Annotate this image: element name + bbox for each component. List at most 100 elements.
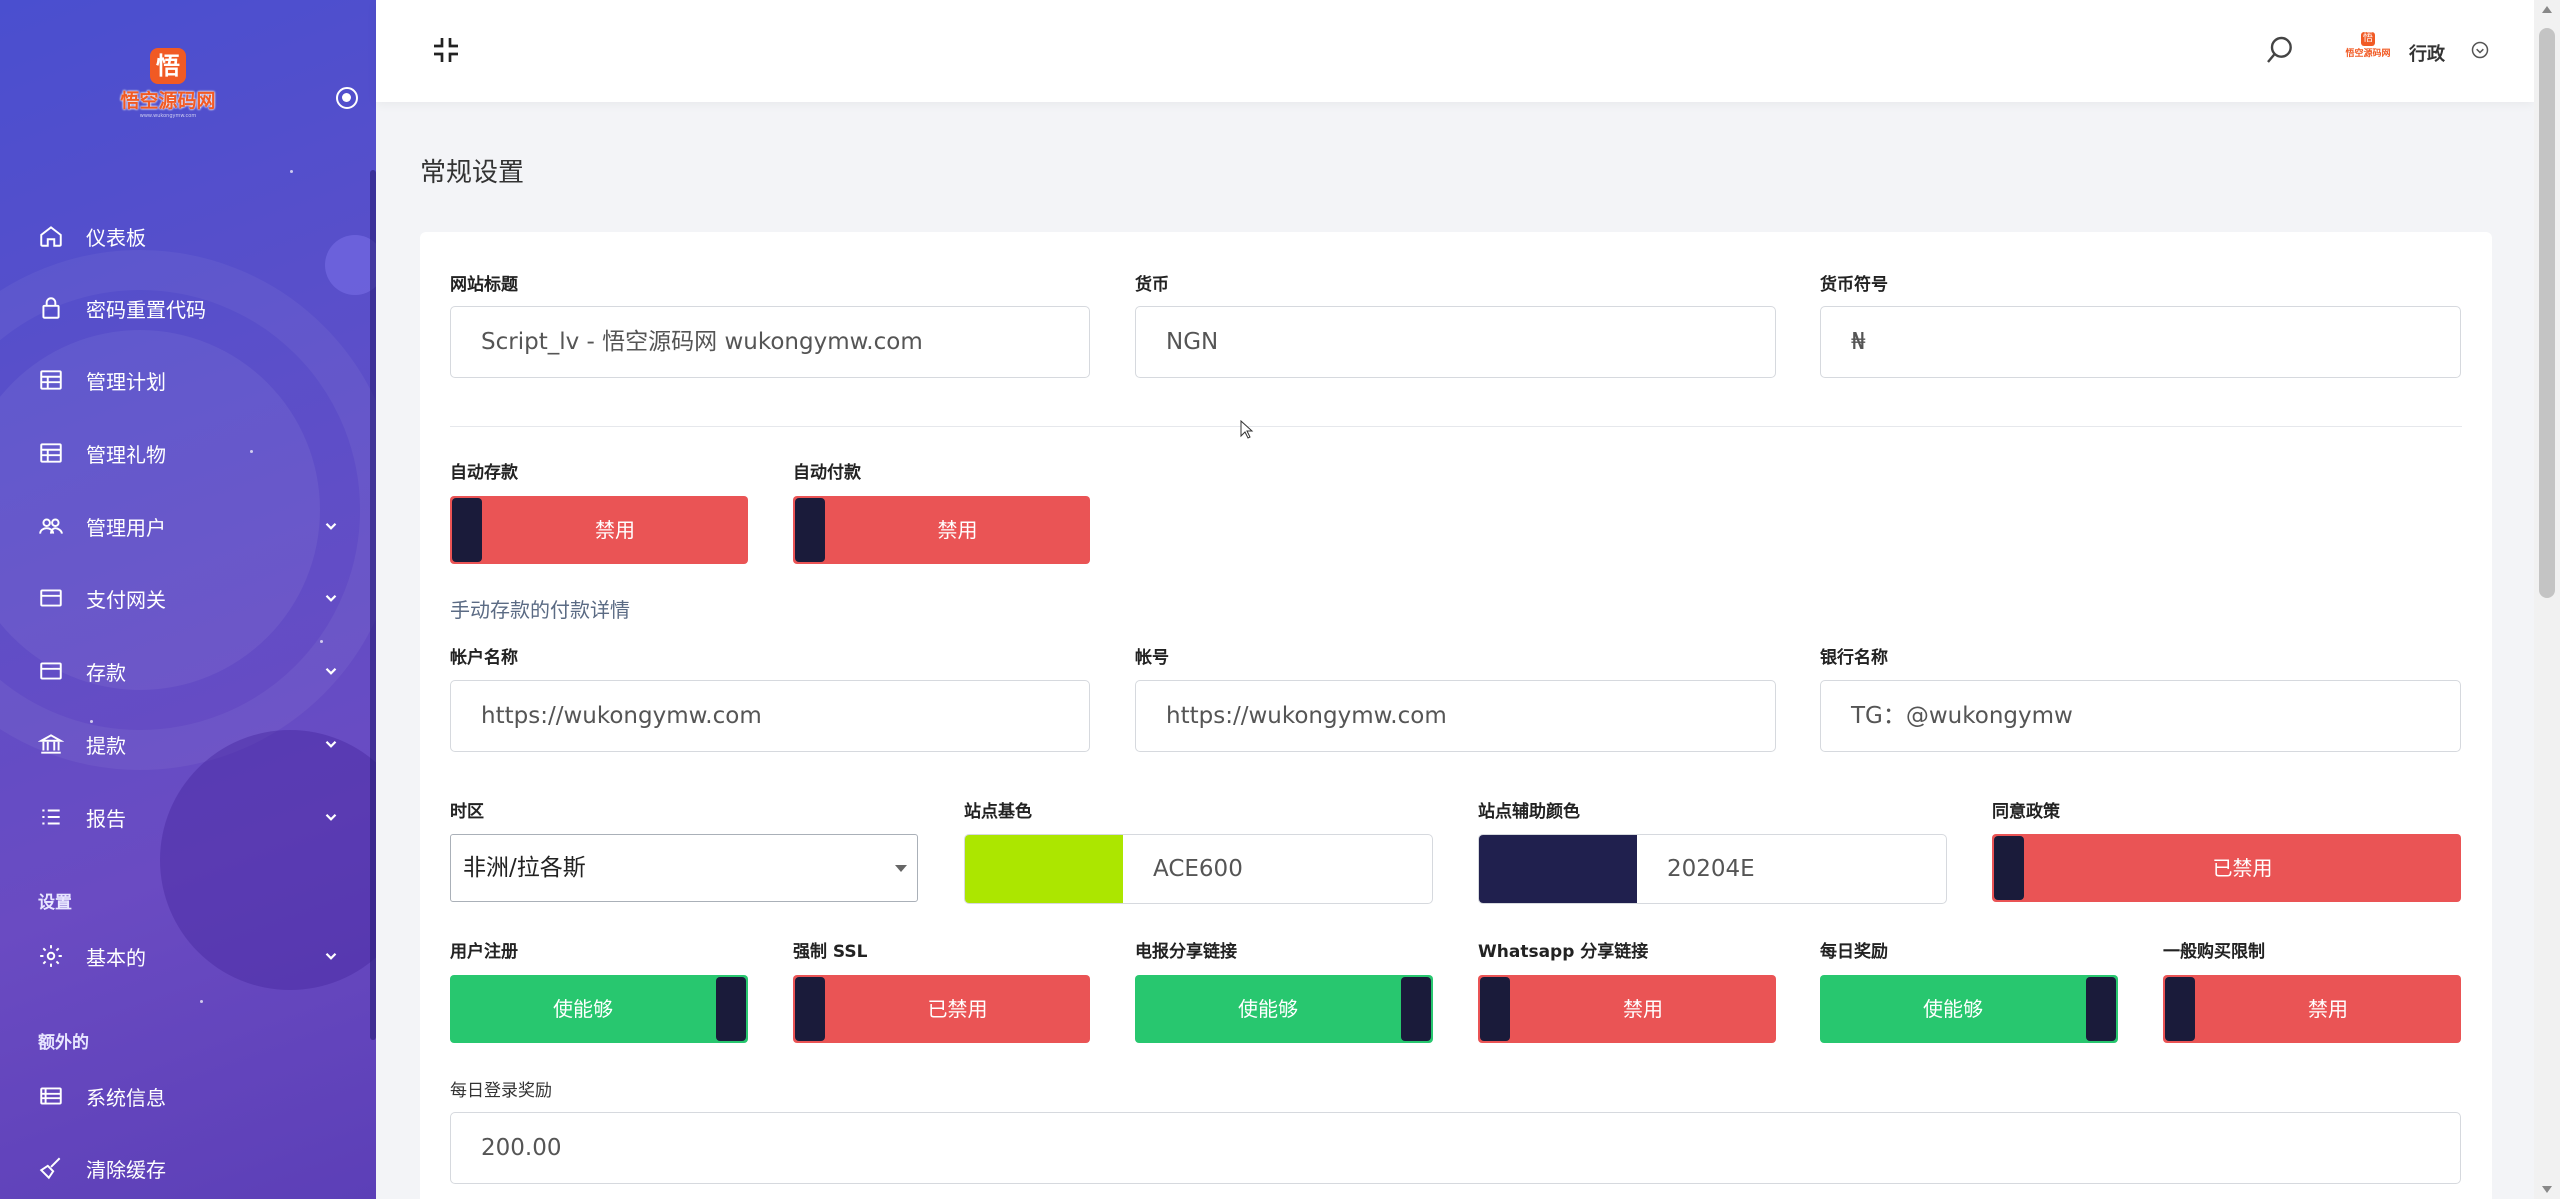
auto-withdraw-label: 自动付款 xyxy=(793,463,861,483)
user-registration-toggle[interactable]: 使能够 xyxy=(450,975,748,1043)
sidebar-item-reports[interactable]: 报告 xyxy=(0,787,376,847)
toggle-knob xyxy=(1480,977,1510,1041)
purchase-limit-toggle[interactable]: 禁用 xyxy=(2163,975,2461,1043)
mouse-cursor-icon xyxy=(1240,420,1254,439)
site-title-label: 网站标题 xyxy=(450,275,518,295)
force-ssl-label: 强制 SSL xyxy=(793,942,868,962)
sidebar-item-label: 支付网关 xyxy=(86,587,166,612)
scroll-up-arrow-icon[interactable] xyxy=(2542,6,2552,13)
chevron-down-icon xyxy=(322,735,340,753)
sidebar-item-label: 提款 xyxy=(86,733,126,758)
daily-bonus-label: 每日奖励 xyxy=(1820,942,1888,962)
site-title-input[interactable]: Script_lv - 悟空源码网 wukongymw.com xyxy=(450,306,1090,378)
sidebar-item-clear-cache[interactable]: 清除缓存 xyxy=(0,1138,376,1198)
account-number-input[interactable]: https://wukongymw.com xyxy=(1135,680,1776,752)
logo-subtext: www.wukongymw.com xyxy=(139,113,197,119)
sidebar-item-label: 系统信息 xyxy=(86,1085,166,1110)
sidebar-item-payment-gateway[interactable]: 支付网关 xyxy=(0,568,376,628)
sidebar-item-label: 管理计划 xyxy=(86,369,166,394)
sidebar-decoration xyxy=(0,330,320,690)
sidebar-item-label: 报告 xyxy=(86,806,126,831)
toggle-knob xyxy=(1994,836,2024,900)
table-icon xyxy=(38,367,64,393)
auto-deposit-toggle[interactable]: 禁用 xyxy=(450,496,748,564)
sidebar-item-dashboard[interactable]: 仪表板 xyxy=(0,206,376,266)
timezone-label: 时区 xyxy=(450,802,484,822)
avatar[interactable]: 悟 悟空源码网 xyxy=(2342,32,2394,66)
telegram-share-toggle[interactable]: 使能够 xyxy=(1135,975,1433,1043)
daily-bonus-toggle[interactable]: 使能够 xyxy=(1820,975,2118,1043)
toggle-state: 已禁用 xyxy=(927,997,988,1021)
sidebar-item-label: 存款 xyxy=(86,660,126,685)
sidebar-item-system-info[interactable]: 系统信息 xyxy=(0,1066,376,1126)
sidebar-item-withdrawals[interactable]: 提款 xyxy=(0,714,376,774)
brand-logo[interactable]: 悟 悟空源码网 www.wukongymw.com xyxy=(108,48,228,120)
force-ssl-toggle[interactable]: 已禁用 xyxy=(793,975,1090,1043)
broom-icon xyxy=(38,1155,64,1181)
bank-name-input[interactable]: TG：@wukongymw xyxy=(1820,680,2461,752)
table-icon xyxy=(38,440,64,466)
base-color-label: 站点基色 xyxy=(964,802,1032,822)
user-name[interactable]: 行政 xyxy=(2409,44,2445,65)
toggle-state: 使能够 xyxy=(1238,997,1298,1021)
sidebar-item-label: 仪表板 xyxy=(86,225,146,250)
account-name-label: 帐户名称 xyxy=(450,648,518,668)
secondary-color-swatch[interactable] xyxy=(1479,835,1637,903)
timezone-select[interactable]: 非洲/拉各斯 xyxy=(450,834,918,902)
sidebar-item-manage-gifts[interactable]: 管理礼物 xyxy=(0,423,376,483)
page-scrollbar[interactable] xyxy=(2534,0,2560,1199)
sidebar-item-manage-users[interactable]: 管理用户 xyxy=(0,496,376,556)
sidebar-item-manage-plans[interactable]: 管理计划 xyxy=(0,350,376,410)
sidebar-item-password-reset[interactable]: 密码重置代码 xyxy=(0,278,376,338)
agree-policy-label: 同意政策 xyxy=(1992,802,2060,822)
base-color-value: ACE600 xyxy=(1153,856,1243,882)
toggle-knob xyxy=(1401,977,1431,1041)
caret-down-icon xyxy=(895,865,907,872)
base-color-input[interactable]: ACE600 xyxy=(964,834,1433,904)
chevron-down-icon xyxy=(322,808,340,826)
home-icon xyxy=(38,223,64,249)
sidebar-item-basic[interactable]: 基本的 xyxy=(0,926,376,986)
whatsapp-share-toggle[interactable]: 禁用 xyxy=(1478,975,1776,1043)
user-registration-label: 用户注册 xyxy=(450,942,518,962)
search-icon[interactable] xyxy=(2264,34,2296,66)
nav-section-extra: 额外的 xyxy=(38,1033,89,1053)
secondary-color-label: 站点辅助颜色 xyxy=(1478,802,1580,822)
sidebar-toggle-icon[interactable] xyxy=(336,87,358,109)
sidebar-scrollbar[interactable] xyxy=(370,170,376,1040)
sidebar-item-label: 清除缓存 xyxy=(86,1157,166,1182)
lock-icon xyxy=(38,295,64,321)
scrollbar-thumb[interactable] xyxy=(2539,28,2555,598)
telegram-share-label: 电报分享链接 xyxy=(1135,942,1237,962)
daily-login-bonus-input[interactable]: 200.00 xyxy=(450,1112,2461,1184)
logo-mark: 悟 xyxy=(150,48,186,84)
sidebar-item-label: 管理礼物 xyxy=(86,442,166,467)
fullscreen-exit-icon[interactable] xyxy=(430,34,462,66)
chevron-down-icon[interactable] xyxy=(2470,40,2490,60)
secondary-color-input[interactable]: 20204E xyxy=(1478,834,1947,904)
toggle-state: 使能够 xyxy=(1923,997,1983,1021)
scroll-down-arrow-icon[interactable] xyxy=(2542,1186,2552,1193)
account-name-input[interactable]: https://wukongymw.com xyxy=(450,680,1090,752)
server-icon xyxy=(38,1083,64,1109)
agree-policy-toggle[interactable]: 已禁用 xyxy=(1992,834,2461,902)
auto-withdraw-toggle[interactable]: 禁用 xyxy=(793,496,1090,564)
avatar-mark: 悟 xyxy=(2361,32,2375,46)
toggle-state: 禁用 xyxy=(1623,997,1663,1021)
currency-input[interactable]: NGN xyxy=(1135,306,1776,378)
toggle-state: 禁用 xyxy=(595,518,635,542)
toggle-state: 禁用 xyxy=(937,518,978,542)
chevron-down-icon xyxy=(322,662,340,680)
toggle-knob xyxy=(2165,977,2195,1041)
auto-deposit-label: 自动存款 xyxy=(450,463,518,483)
whatsapp-share-label: Whatsapp 分享链接 xyxy=(1478,942,1649,962)
sidebar-item-label: 密码重置代码 xyxy=(86,297,206,322)
avatar-text: 悟空源码网 xyxy=(2345,49,2391,59)
bank-icon xyxy=(37,731,65,757)
account-number-label: 帐号 xyxy=(1135,648,1169,668)
base-color-swatch[interactable] xyxy=(965,835,1123,903)
logo-text: 悟空源码网 xyxy=(120,90,216,112)
currency-symbol-input[interactable]: ₦ xyxy=(1820,306,2461,378)
sidebar-item-deposits[interactable]: 存款 xyxy=(0,641,376,701)
daily-login-bonus-label: 每日登录奖励 xyxy=(450,1081,552,1101)
